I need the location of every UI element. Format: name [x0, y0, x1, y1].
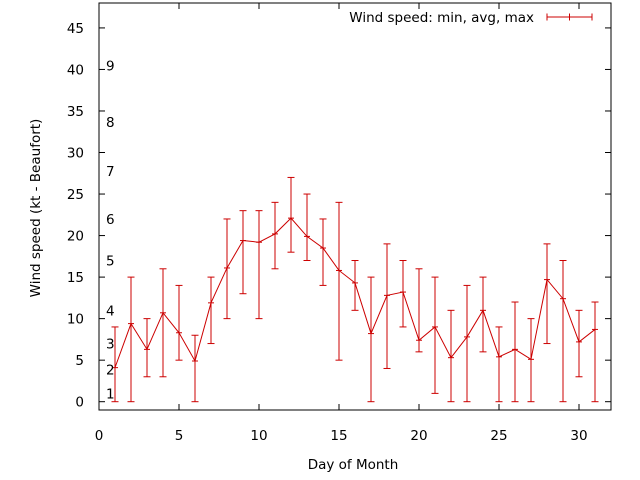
y-axis-label: Wind speed (kt - Beaufort) — [28, 119, 44, 298]
error-bar-day-25 — [495, 326, 503, 403]
beaufort-label: 5 — [106, 253, 115, 269]
error-bar-day-11 — [271, 201, 279, 270]
y-tick-label: 5 — [75, 353, 84, 369]
error-bar-day-23 — [463, 284, 471, 403]
x-tick-label: 15 — [330, 428, 347, 444]
error-bar-day-22 — [447, 309, 455, 403]
beaufort-labels: 1 2 3 4 5 6 7 8 9 — [106, 58, 115, 402]
y-tick-label: 20 — [67, 229, 84, 245]
error-bar-day-21 — [431, 276, 439, 394]
y-tick-label: 15 — [67, 270, 84, 286]
beaufort-label: 3 — [106, 337, 115, 353]
error-bar-day-16 — [351, 259, 359, 311]
error-bar-day-29 — [559, 259, 567, 403]
error-bar-day-5 — [175, 284, 183, 361]
error-bar-day-27 — [527, 318, 535, 403]
x-tick-label: 25 — [490, 428, 507, 444]
x-tick-label: 5 — [175, 428, 184, 444]
error-bars — [111, 176, 599, 403]
error-bar-day-2 — [127, 276, 135, 403]
beaufort-label: 1 — [106, 386, 115, 402]
error-bar-day-9 — [239, 210, 247, 295]
beaufort-label: 9 — [106, 58, 115, 74]
error-bar-day-6 — [191, 334, 199, 403]
error-bar-day-26 — [511, 301, 519, 403]
legend-entry-label: Wind speed: min, avg, max — [349, 10, 534, 26]
error-bar-day-15 — [335, 201, 343, 361]
error-bar-day-30 — [575, 309, 583, 378]
x-tick-label: 20 — [410, 428, 427, 444]
error-bar-day-4 — [159, 268, 167, 378]
x-axis-label: Day of Month — [308, 457, 399, 473]
plot-frame — [98, 2, 612, 411]
y-tick-label: 30 — [67, 146, 84, 162]
beaufort-label: 7 — [106, 164, 115, 180]
error-bar-day-19 — [399, 259, 407, 328]
y-tick-label: 0 — [75, 395, 84, 411]
y-tick-label: 25 — [67, 187, 84, 203]
legend: Wind speed: min, avg, max — [349, 10, 593, 26]
x-tick-label: 0 — [95, 428, 104, 444]
error-bar-day-17 — [367, 276, 375, 403]
series-line-avg — [114, 217, 596, 368]
beaufort-label: 6 — [106, 212, 115, 228]
beaufort-label: 4 — [106, 303, 115, 319]
y-tick-label: 45 — [67, 21, 84, 37]
y-tick-label: 40 — [67, 62, 84, 78]
error-bar-day-18 — [383, 243, 391, 369]
x-tick-label: 10 — [250, 428, 267, 444]
series-line-group — [114, 217, 596, 368]
error-bar-day-28 — [543, 243, 551, 345]
beaufort-label: 2 — [106, 362, 115, 378]
beaufort-label: 8 — [106, 115, 115, 131]
error-bar-day-10 — [255, 210, 263, 320]
y-tick-label: 35 — [67, 104, 84, 120]
x-tick-label: 30 — [570, 428, 587, 444]
error-bar-day-31 — [591, 301, 599, 403]
error-bar-day-13 — [303, 193, 311, 261]
error-bar-day-14 — [319, 218, 327, 286]
y-tick-label: 10 — [67, 312, 84, 328]
error-bar-day-12 — [287, 176, 295, 253]
error-bar-day-3 — [143, 318, 151, 378]
